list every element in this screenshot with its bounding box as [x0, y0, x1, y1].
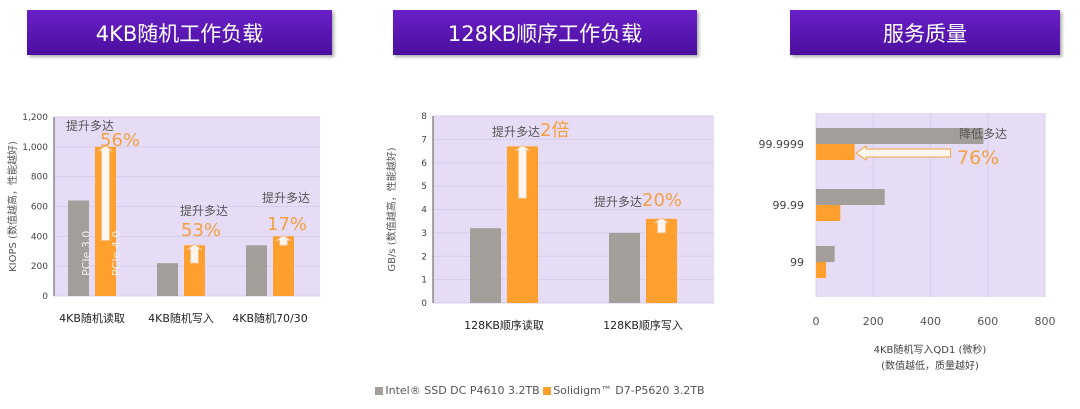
bar-solidigm [816, 205, 841, 221]
y-tick-label: 8 [421, 112, 427, 122]
category-label: 99.9999 [759, 138, 805, 151]
annotation: 提升多达20% [594, 190, 682, 211]
annotation-value: 76% [957, 147, 999, 169]
category-label: 128KB顺序读取 [464, 318, 544, 332]
bar-inner-label: PCIe 3.0 [80, 231, 93, 276]
title-banner-4kb: 4KB随机工作负载 [27, 10, 332, 55]
category-label: 128KB顺序写入 [603, 318, 683, 332]
category-label: 99.99 [773, 199, 805, 212]
annotation-value: 2倍 [540, 120, 569, 141]
y-tick-label: 800 [31, 173, 48, 183]
annotation: 降低多达 [959, 127, 1007, 141]
title-banner-qos: 服务质量 [790, 10, 1060, 55]
title-banner-128kb: 128KB顺序工作负载 [393, 10, 697, 55]
category-label: 4KB随机读取 [59, 311, 125, 325]
x-axis-title: 4KB随机写入QD1 (微秒) [874, 343, 987, 356]
y-axis-title: KIOPS (数值越高，性能越好) [6, 141, 19, 272]
legend-swatch-solidigm [543, 387, 552, 395]
annotation: 提升多达 [66, 118, 114, 133]
arrow-left-icon [855, 145, 952, 161]
bar-intel [816, 246, 835, 262]
annotation: 提升多达 [180, 203, 228, 218]
category-label: 99 [790, 256, 804, 269]
y-tick-label: 1,000 [22, 143, 48, 153]
y-tick-label: 400 [31, 232, 48, 242]
bar-solidigm [816, 262, 827, 278]
category-label: 4KB随机写入 [148, 311, 214, 325]
y-tick-label: 200 [31, 262, 48, 272]
y-tick-label: 1,200 [22, 113, 48, 123]
y-tick-label: 600 [31, 203, 48, 213]
x-tick-label: 800 [1035, 315, 1056, 328]
bar-intel [816, 128, 984, 144]
bar-solidigm [816, 144, 855, 160]
arrow-icon [96, 145, 115, 242]
y-tick-label: 7 [421, 135, 427, 145]
legend: Intel® SSD DC P4610 3.2TB Solidigm™ D7-P… [0, 384, 1080, 397]
y-tick-label: 1 [421, 276, 427, 286]
x-tick-label: 0 [813, 315, 820, 328]
arrow-icon [274, 234, 293, 246]
arrow-icon [185, 243, 204, 264]
bar-inner-label: PCIe 4.0 [110, 231, 123, 276]
bar-solidigm [184, 245, 205, 296]
annotation-value: 53% [181, 220, 221, 241]
legend-label-intel: Intel® SSD DC P4610 3.2TB [385, 384, 540, 397]
annotation-value: 17% [267, 214, 307, 235]
bar-intel [246, 245, 267, 296]
y-tick-label: 0 [42, 292, 48, 302]
bar-intel [157, 263, 178, 296]
annotation: 提升多达 [262, 190, 310, 205]
annotation-value: 56% [100, 130, 140, 151]
y-tick-label: 4 [421, 206, 427, 216]
legend-label-solidigm: Solidigm™ D7-P5620 3.2TB [553, 384, 705, 397]
y-axis-title: GB/s (数值越高，性能越好) [385, 147, 398, 271]
x-tick-label: 400 [920, 315, 941, 328]
bar-intel [68, 200, 89, 296]
bar-solidigm [273, 236, 294, 296]
legend-swatch-intel [375, 387, 384, 395]
x-tick-label: 600 [977, 315, 998, 328]
y-tick-label: 2 [421, 252, 427, 262]
y-tick-label: 3 [421, 229, 427, 239]
bar-intel [816, 189, 885, 205]
y-tick-label: 6 [421, 159, 427, 169]
x-axis-subtitle: (数值越低，质量越好) [881, 359, 979, 372]
bar-intel [470, 228, 501, 303]
y-tick-label: 0 [421, 299, 427, 309]
arrow-icon [652, 217, 671, 234]
bar-intel [609, 232, 640, 303]
annotation-value: 20% [642, 190, 682, 211]
annotation: 提升多达2倍 [492, 120, 569, 141]
arrow-icon [513, 144, 532, 199]
x-tick-label: 200 [863, 315, 884, 328]
category-label: 4KB随机70/30 [232, 311, 307, 325]
y-tick-label: 5 [421, 182, 427, 192]
